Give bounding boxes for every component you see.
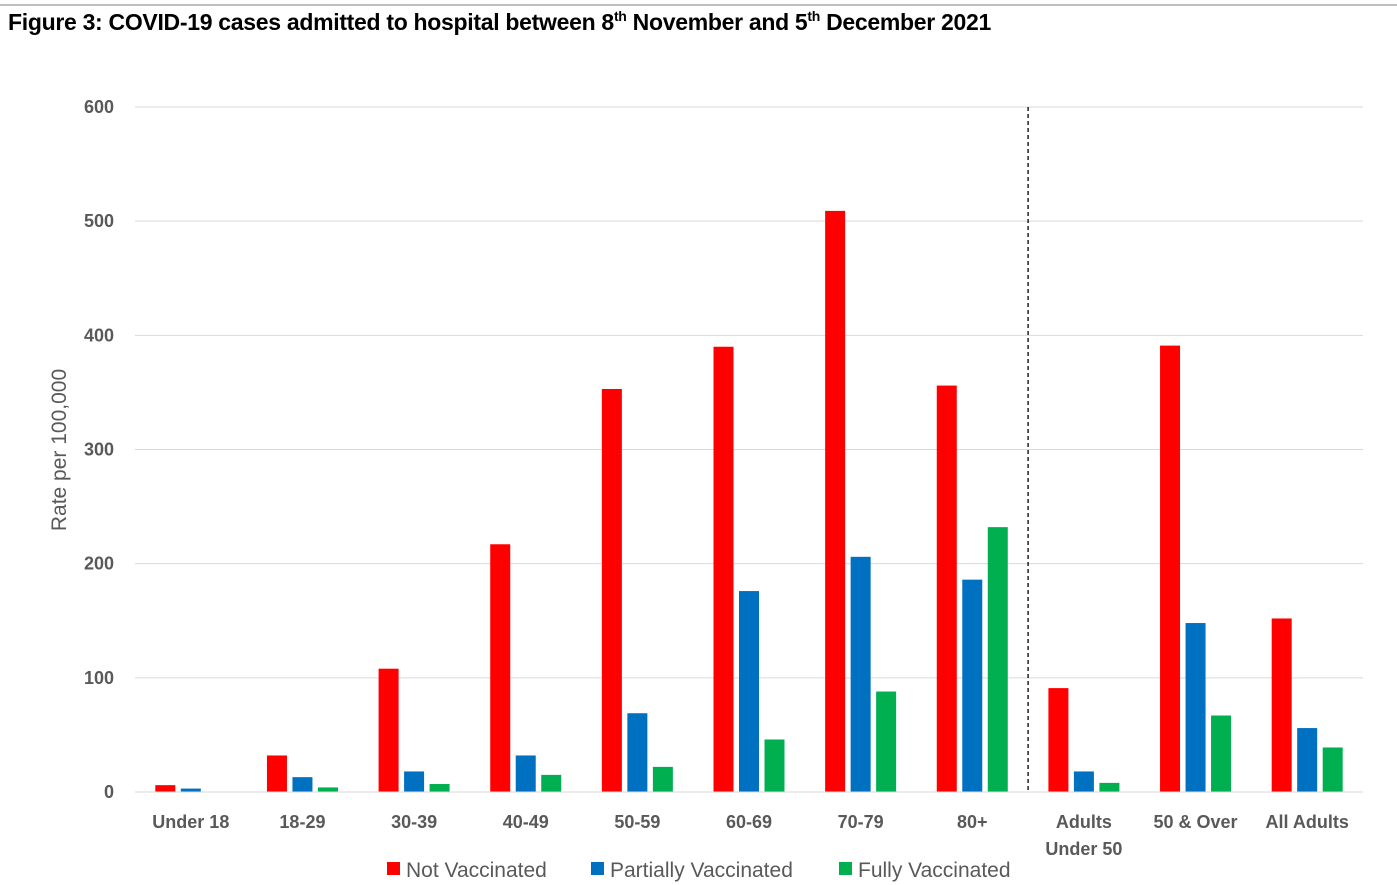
- bar-not-vaccinated: [936, 385, 957, 792]
- legend-swatch: [387, 862, 400, 875]
- bar-not-vaccinated: [378, 668, 399, 792]
- bar-not-vaccinated: [490, 544, 511, 792]
- x-tick-label: 60-69: [726, 812, 772, 832]
- x-tick-label: 30-39: [391, 812, 437, 832]
- bar-not-vaccinated: [601, 388, 622, 792]
- y-tick-label: 200: [84, 554, 114, 574]
- bar-marks: [155, 210, 1343, 792]
- x-tick-label: All Adults: [1266, 812, 1349, 832]
- bar-not-vaccinated: [266, 755, 287, 792]
- bar-partially-vaccinated: [850, 556, 871, 792]
- legend-label: Not Vaccinated: [406, 859, 547, 882]
- top-rule: [0, 4, 1397, 6]
- bar-fully-vaccinated: [1099, 782, 1120, 792]
- bar-fully-vaccinated: [1322, 747, 1343, 792]
- y-tick-label: 100: [84, 668, 114, 688]
- bar-fully-vaccinated: [317, 787, 338, 792]
- title-text-3: December 2021: [820, 9, 992, 35]
- title-text-2: November and 5: [626, 9, 808, 35]
- bar-fully-vaccinated: [764, 739, 785, 792]
- x-tick-label: 70-79: [838, 812, 884, 832]
- bar-fully-vaccinated: [541, 774, 562, 792]
- title-sup-1: th: [613, 8, 627, 24]
- x-tick-label: 18-29: [279, 812, 325, 832]
- bar-not-vaccinated: [825, 210, 846, 792]
- title-text-1: Figure 3: COVID-19 cases admitted to hos…: [8, 9, 614, 35]
- legend: Not Vaccinated Partially Vaccinated Fully …: [387, 859, 1011, 882]
- bar-fully-vaccinated: [652, 766, 673, 792]
- bar-fully-vaccinated: [1211, 715, 1232, 792]
- bar-partially-vaccinated: [404, 771, 425, 792]
- y-tick-label: 600: [84, 97, 114, 117]
- bar-not-vaccinated: [155, 785, 176, 792]
- y-tick-label: 400: [84, 325, 114, 345]
- y-tick-label: 0: [104, 782, 114, 802]
- x-tick-label: 50 & Over: [1154, 812, 1238, 832]
- legend-swatch: [839, 862, 852, 875]
- bar-not-vaccinated: [1271, 618, 1292, 792]
- bar-partially-vaccinated: [962, 579, 983, 792]
- x-tick-label: Under 50: [1045, 839, 1122, 859]
- y-tick-label: 500: [84, 211, 114, 231]
- x-tick-label: Adults: [1056, 812, 1112, 832]
- legend-swatch: [591, 862, 604, 875]
- bar-partially-vaccinated: [627, 713, 648, 792]
- legend-label: Fully Vaccinated: [858, 859, 1011, 882]
- bar-partially-vaccinated: [292, 777, 313, 792]
- y-axis-ticks: 0 100 200 300 400 500 600: [84, 97, 114, 802]
- bar-partially-vaccinated: [739, 591, 759, 792]
- bar-partially-vaccinated: [1185, 623, 1206, 792]
- x-tick-label: 80+: [957, 812, 988, 832]
- x-tick-label: 40-49: [503, 812, 549, 832]
- figure-title: Figure 3: COVID-19 cases admitted to hos…: [8, 8, 991, 36]
- x-axis-ticks: Under 18 18-29 30-39 40-49 50-59 60-69 70-79 80…: [152, 812, 1349, 859]
- title-sup-2: th: [807, 8, 821, 24]
- y-axis-label: Rate per 100,000: [48, 369, 71, 531]
- bar-partially-vaccinated: [1073, 771, 1094, 792]
- bar-not-vaccinated: [713, 346, 734, 792]
- y-tick-label: 300: [84, 440, 114, 460]
- bar-fully-vaccinated: [429, 784, 450, 792]
- bar-partially-vaccinated: [1297, 728, 1318, 792]
- bar-partially-vaccinated: [515, 755, 536, 792]
- bar-partially-vaccinated: [180, 788, 201, 792]
- x-tick-label: 50-59: [614, 812, 660, 832]
- bar-not-vaccinated: [1160, 345, 1181, 792]
- legend-label: Partially Vaccinated: [610, 859, 793, 882]
- bar-fully-vaccinated: [987, 527, 1008, 792]
- bar-not-vaccinated: [1048, 688, 1069, 792]
- x-tick-label: Under 18: [152, 812, 229, 832]
- bar-fully-vaccinated: [876, 691, 897, 792]
